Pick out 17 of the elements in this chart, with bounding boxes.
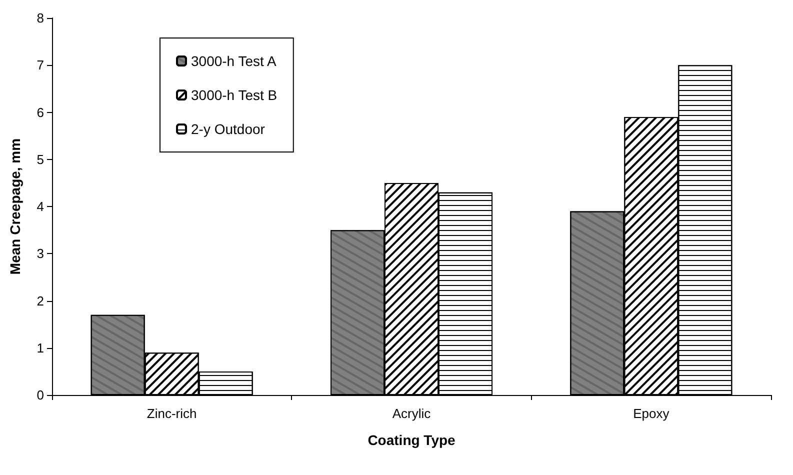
y-tick-label: 6 bbox=[36, 104, 44, 120]
y-tick-label: 1 bbox=[36, 340, 44, 356]
x-tick-label: Epoxy bbox=[633, 406, 670, 421]
legend-label: 3000-h Test A bbox=[191, 53, 278, 69]
y-tick-label: 5 bbox=[36, 152, 44, 167]
x-tick-label: Zinc-rich bbox=[146, 406, 197, 421]
y-tick-label: 7 bbox=[36, 58, 44, 73]
y-tick-label: 8 bbox=[36, 10, 44, 26]
x-tick-label: Acrylic bbox=[392, 406, 432, 421]
legend-label: 2-y Outdoor bbox=[191, 121, 266, 137]
x-axis-title: Coating Type bbox=[368, 432, 456, 448]
y-tick-label: 2 bbox=[36, 293, 44, 308]
y-tick-label: 4 bbox=[36, 199, 44, 214]
legend-label: 3000-h Test B bbox=[191, 87, 278, 103]
y-tick-label: 3 bbox=[36, 246, 44, 262]
y-tick-label: 0 bbox=[36, 388, 44, 402]
y-axis-title: Mean Creepage, mm bbox=[7, 138, 23, 275]
